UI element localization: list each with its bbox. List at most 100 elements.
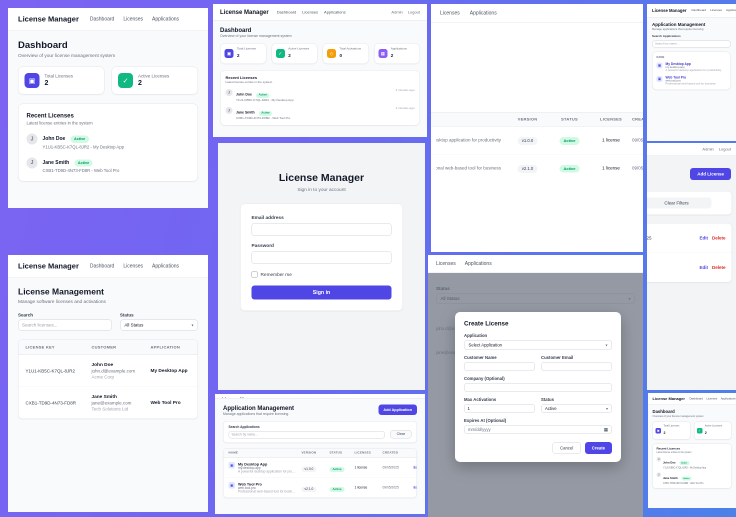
stat-card-active-licenses: ✓ Active Licenses 2 xyxy=(271,43,318,64)
col-version: VERSION xyxy=(301,451,317,455)
status-badge: Active xyxy=(74,159,93,167)
create-button[interactable]: Create xyxy=(584,442,612,454)
nav-dashboard[interactable]: Dashboard xyxy=(689,397,703,401)
email-label: Email address xyxy=(251,215,284,221)
status-label: Status xyxy=(119,312,134,318)
expires-label: Expires At (Optional) xyxy=(464,418,507,423)
expires-date-field[interactable]: mm/dd/yyyy ▦ xyxy=(464,425,612,434)
search-applications-input[interactable] xyxy=(228,431,386,439)
nav-applications[interactable]: Applications xyxy=(152,263,180,270)
main-nav: Dashboard Licenses Applications xyxy=(691,9,736,12)
recent-row[interactable]: J John Doe Active Y1U1-KB5C-K7QL-8JR2 - … xyxy=(656,457,728,469)
main-nav: Licenses Applications xyxy=(440,11,497,17)
avatar: J xyxy=(26,133,38,145)
application-name: My Desktop App xyxy=(150,368,188,374)
recent-row[interactable]: J John Doe Active Y1U1-KB5C-K7QL-8JR2 - … xyxy=(225,89,415,102)
email-field[interactable] xyxy=(251,223,392,236)
company-label: Company (Optional) xyxy=(464,376,505,381)
recent-row[interactable]: J John Doe Active Y1U1-KB5C-K7QL-8JR2 - … xyxy=(26,133,190,150)
nav-applications[interactable]: Applications xyxy=(720,397,736,401)
col-licenses: LICENSES xyxy=(354,451,371,455)
logout-link[interactable]: Logout xyxy=(718,147,731,152)
add-application-button[interactable]: Add Application xyxy=(378,404,417,415)
recent-row[interactable]: J Jane Smith Active CXB1-TD9D-4N73-FD8R … xyxy=(656,472,728,485)
nav-applications[interactable]: Applications xyxy=(324,9,346,15)
max-activations-field[interactable] xyxy=(464,404,535,413)
table-row[interactable]: ▣ Web Tool Pro web.tool.pro Professional… xyxy=(224,478,417,498)
app-name: My Desktop App xyxy=(238,462,268,467)
customer-name: Jane Smith xyxy=(663,477,678,480)
nav-dashboard[interactable]: Dashboard xyxy=(89,16,115,23)
table-row[interactable]: CXB1-TD9D-4N73-FD8R Jane Smith jane@exam… xyxy=(19,387,198,419)
nav-licenses[interactable]: Licenses xyxy=(706,397,718,401)
license-detail: Y1U1-KB5C-K7QL-8JR2 - My Desktop App xyxy=(42,144,124,150)
nav-applications[interactable]: Applications xyxy=(726,9,736,12)
modal-title: Create License xyxy=(464,320,509,327)
customer-company: Acme Corp xyxy=(91,374,115,380)
remember-me-checkbox[interactable] xyxy=(251,271,258,278)
admin-link[interactable]: Admin xyxy=(391,9,403,15)
status-select[interactable]: All Status ▾ xyxy=(119,319,198,331)
customer-name: John Doe xyxy=(42,136,66,142)
nav-licenses[interactable]: Licenses xyxy=(123,263,144,270)
table-row[interactable]: Y1U1-KB5C-K7QL-8JR2 John Doe john.d@exam… xyxy=(18,355,198,387)
table-row[interactable]: Professional web-based tool for business… xyxy=(431,154,643,181)
nav-licenses[interactable]: Licenses xyxy=(440,10,460,17)
clear-filters-button[interactable]: Clear Filters xyxy=(647,197,712,209)
admin-link[interactable]: Admin xyxy=(702,147,714,152)
version-pill: v2.1.0 xyxy=(517,164,538,173)
panel-application-management-full: License Manager Application Management M… xyxy=(215,394,425,514)
add-license-button[interactable]: Add License xyxy=(690,168,731,180)
edit-link[interactable]: Edit xyxy=(699,235,708,241)
nav-dashboard[interactable]: Dashboard xyxy=(691,9,707,12)
table-row[interactable]: A powerful desktop application for produ… xyxy=(431,127,643,155)
edit-link[interactable]: Edit xyxy=(699,265,708,270)
stat-value: 2 xyxy=(44,78,49,87)
logout-link[interactable]: Logout xyxy=(407,9,420,15)
page-subtitle: Manage applications that require licensi… xyxy=(223,412,289,417)
delete-link[interactable]: Delete xyxy=(711,235,726,241)
table-row[interactable]: ▣ My Desktop App my.desktop.app A powerf… xyxy=(223,458,417,478)
panel-dashboard-mini: License Manager Dashboard Licenses Appli… xyxy=(648,393,736,508)
nav-dashboard[interactable]: Dashboard xyxy=(89,263,115,270)
stat-value: 2 xyxy=(138,78,142,87)
modal-status-select[interactable]: Active ▾ xyxy=(541,404,612,413)
page-subtitle: Manage applications that require licensi… xyxy=(652,28,704,31)
table-row[interactable]: Edit Delete xyxy=(647,253,732,282)
nav-licenses[interactable]: Licenses xyxy=(123,16,144,23)
sign-in-button[interactable]: Sign in xyxy=(251,285,392,300)
app-list-item[interactable]: ▣ Web Tool Pro web.tool.pro Professional… xyxy=(656,76,727,86)
search-applications-input[interactable] xyxy=(652,40,731,48)
password-field[interactable] xyxy=(251,251,392,264)
recent-title: Recent Licenses xyxy=(225,75,258,81)
recent-licenses-card: Recent Licenses Latest license entries i… xyxy=(652,443,732,489)
cancel-button[interactable]: Cancel xyxy=(552,442,581,454)
delete-link[interactable]: Delete xyxy=(711,265,726,270)
customer-email-field[interactable] xyxy=(541,362,612,371)
app-list-item[interactable]: ▣ My Desktop App my.desktop.app A powerf… xyxy=(656,62,727,72)
search-licenses-input[interactable] xyxy=(18,319,112,331)
recent-row[interactable]: J Jane Smith Active CXB1-TD9D-4N73-FD8R … xyxy=(225,107,415,120)
col-license-key: LICENSE KEY xyxy=(25,345,55,350)
app-header: License Manager Dashboard Licenses Appli… xyxy=(8,255,208,278)
stat-label: Active Licenses xyxy=(138,73,170,79)
edit-link[interactable]: Edit xyxy=(413,486,417,490)
nav-dashboard[interactable]: Dashboard xyxy=(276,9,297,15)
table-row[interactable]: 2025 Edit Delete xyxy=(647,224,732,253)
customer-name-field[interactable] xyxy=(464,362,535,371)
application-select[interactable]: Select Application ▾ xyxy=(464,340,612,350)
application-label: Application xyxy=(464,333,488,338)
nav-applications[interactable]: Applications xyxy=(152,16,180,23)
nav-licenses[interactable]: Licenses xyxy=(436,261,456,267)
nav-licenses[interactable]: Licenses xyxy=(302,9,319,15)
nav-applications[interactable]: Applications xyxy=(469,10,497,17)
clear-button[interactable]: Clear xyxy=(390,430,412,439)
nav-applications[interactable]: Applications xyxy=(464,261,492,267)
edit-link[interactable]: Edit xyxy=(413,466,417,470)
app-slug: my.desktop.app xyxy=(238,466,261,471)
app-description: Professional web-based tool for business xyxy=(665,82,716,86)
recent-row[interactable]: J Jane Smith Active CXB1-TD9D-4N73-FD8R … xyxy=(26,157,190,173)
nav-licenses[interactable]: Licenses xyxy=(710,9,723,12)
company-field[interactable] xyxy=(464,383,612,392)
license-key: Y1U1-KB5C-K7QL-8JR2 xyxy=(25,368,76,374)
